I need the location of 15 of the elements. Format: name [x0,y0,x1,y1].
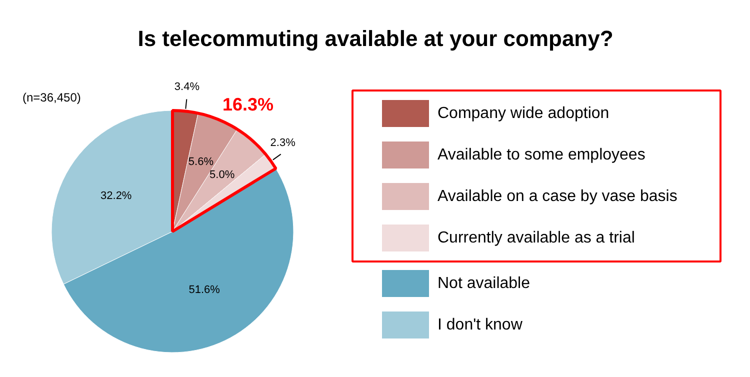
legend-label: Not available [438,275,530,292]
text: 16.3% [222,94,274,114]
data-label: 3.4% [174,80,200,93]
legend-label: I don't know [438,316,523,334]
legend-label: Company wide adoption [438,105,610,122]
data-label: 5.0% [210,169,235,182]
data-label: 32.2% [100,190,132,202]
data-label: 5.6% [188,156,214,168]
data-label: 51.6% [188,284,220,296]
text: (n=36,450) [22,90,81,104]
legend-label: Available on a case by vase basis [438,188,678,205]
legend-label: Currently available as a trial [438,230,635,246]
chart-title: Is telecommuting available at your company? [138,26,614,51]
data-label: 2.3% [270,136,296,149]
legend-label: Available to some employees [438,146,646,164]
